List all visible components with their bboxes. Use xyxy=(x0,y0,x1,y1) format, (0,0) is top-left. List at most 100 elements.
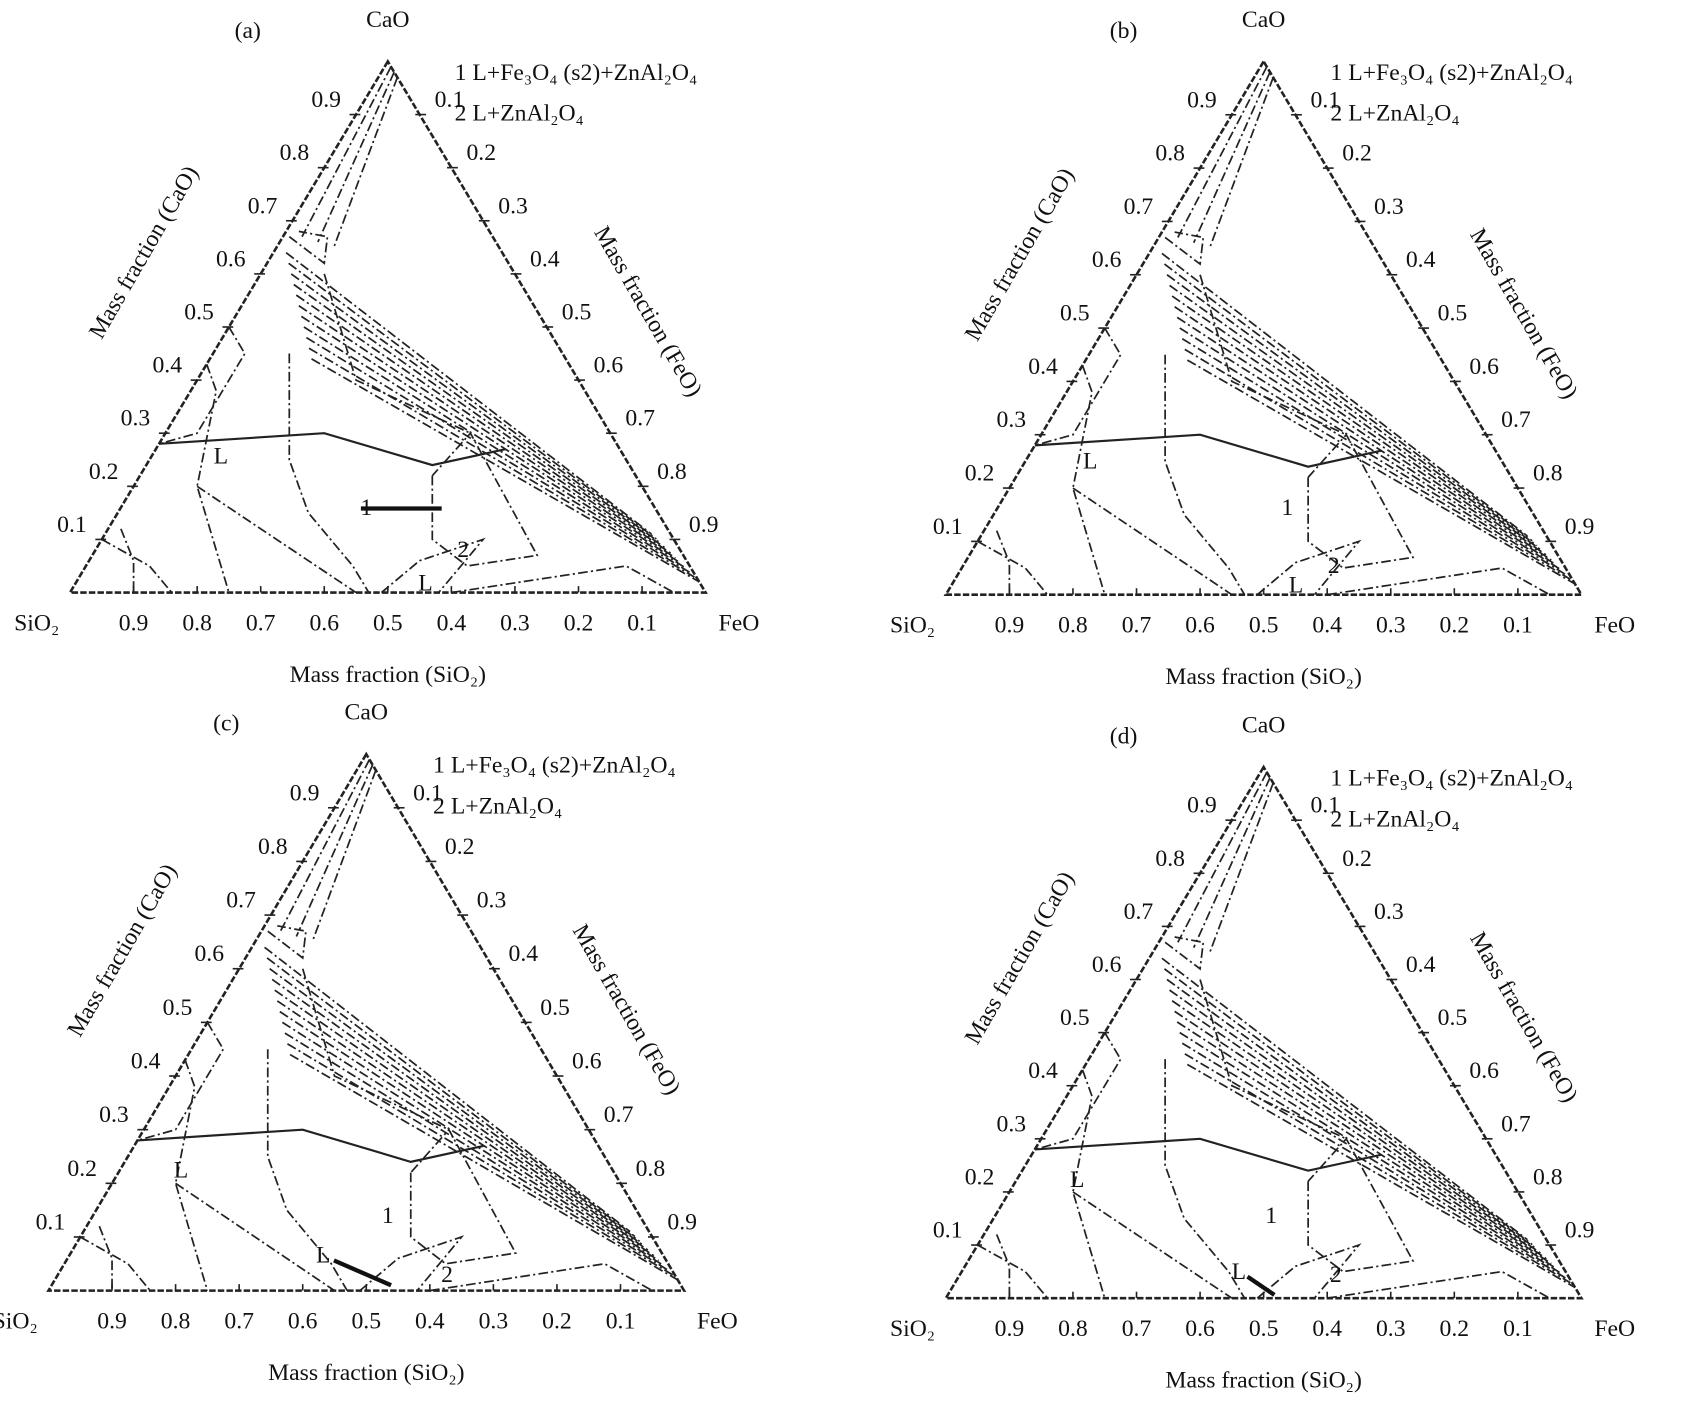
sio2-tick-label: 0.2 xyxy=(1440,1316,1470,1342)
feo-tick-label: 0.7 xyxy=(1501,407,1531,433)
phase-boundary xyxy=(1174,306,1552,561)
phase-boundary xyxy=(431,431,539,567)
feo-tick-label: 0.4 xyxy=(530,246,560,272)
phase-boundary xyxy=(303,326,686,569)
phase-boundary xyxy=(300,315,681,564)
legend-entry: 2 L+ZnAl₂O₄ xyxy=(1330,101,1459,127)
phase-boundary xyxy=(1034,327,1122,447)
feo-tick-label: 0.9 xyxy=(667,1209,697,1235)
cao-tick-label: 0.2 xyxy=(67,1156,97,1182)
feo-tick-label: 0.2 xyxy=(445,834,475,860)
phase-boundary xyxy=(1199,979,1347,1140)
phase-boundary xyxy=(451,565,675,594)
phase-boundary xyxy=(174,1059,209,1291)
phase-boundary xyxy=(1184,1053,1571,1284)
cao-tick-label: 0.7 xyxy=(1124,194,1154,220)
phase-boundary xyxy=(274,989,650,1252)
feo-tick-label: 0.4 xyxy=(1406,952,1436,978)
feo-tick-label: 0.3 xyxy=(1374,194,1404,220)
phase-boundary xyxy=(196,363,230,593)
sio2-tick-label: 0.6 xyxy=(1185,1316,1215,1342)
apex-label: SiO₂ xyxy=(890,612,935,638)
triangle-frame xyxy=(46,751,687,1292)
bottom-axis-title: Mass fraction (SiO₂) xyxy=(1165,664,1361,690)
feo-tick-label: 0.6 xyxy=(1469,1058,1499,1084)
cao-tick-label: 0.2 xyxy=(965,461,995,487)
phase-boundary xyxy=(1161,957,1528,1241)
arrow xyxy=(1246,1274,1276,1297)
bottom-axis-title: Mass fraction (SiO₂) xyxy=(290,662,486,688)
phase-boundary xyxy=(1166,274,1538,547)
cao-tick-label: 0.6 xyxy=(1092,952,1122,978)
phase-boundary xyxy=(1166,978,1538,1250)
apex-label: FeO xyxy=(697,1308,738,1334)
cao-tick-label: 0.9 xyxy=(1187,87,1217,113)
phase-boundary xyxy=(1164,1059,1246,1299)
phase-boundary xyxy=(1169,989,1543,1255)
phase-boundary xyxy=(288,353,370,593)
phase-boundary xyxy=(1072,1069,1106,1299)
phase-boundary xyxy=(380,537,486,594)
sio2-tick-label: 0.9 xyxy=(995,1316,1025,1342)
cao-tick-label: 0.4 xyxy=(152,353,182,379)
apex-label: CaO xyxy=(366,7,409,33)
phase-boundary xyxy=(1327,567,1551,596)
phase-boundary xyxy=(293,283,667,550)
cao-tick-label: 0.6 xyxy=(194,941,224,967)
phase-boundary xyxy=(1192,777,1271,948)
phase-boundary xyxy=(266,957,636,1238)
apex-label: SiO₂ xyxy=(0,1308,38,1334)
phase-boundary xyxy=(267,924,307,960)
region-label: L xyxy=(1232,1259,1246,1285)
bottom-axis-title: Mass fraction (SiO₂) xyxy=(268,1360,464,1386)
cao-tick-label: 0.2 xyxy=(89,459,119,485)
phase-boundary xyxy=(288,262,657,540)
phase-boundary xyxy=(1034,1032,1122,1151)
phase-boundary xyxy=(158,432,506,467)
phase-boundary xyxy=(1169,284,1543,552)
phase-boundary xyxy=(995,530,1011,595)
sio2-tick-label: 0.5 xyxy=(373,610,403,636)
region-label: L xyxy=(1070,1167,1084,1193)
sio2-tick-label: 0.6 xyxy=(1185,612,1215,638)
cao-tick-label: 0.1 xyxy=(933,1218,963,1244)
cao-tick-label: 0.3 xyxy=(996,1111,1026,1137)
sio2-tick-label: 0.4 xyxy=(1312,1316,1342,1342)
feo-tick-label: 0.6 xyxy=(594,353,624,379)
region-label: 1 xyxy=(382,1203,394,1229)
phase-boundary xyxy=(98,1225,113,1291)
phase-boundary xyxy=(288,230,329,265)
phase-boundary xyxy=(429,1262,653,1292)
region-label: L xyxy=(418,570,432,596)
feo-tick-label: 0.5 xyxy=(1438,301,1468,327)
sio2-tick-label: 0.5 xyxy=(1249,612,1279,638)
apex-label: SiO₂ xyxy=(14,610,59,636)
phase-boundary xyxy=(1176,316,1557,566)
phase-boundary xyxy=(359,1235,465,1292)
feo-tick-label: 0.5 xyxy=(562,300,592,326)
feo-tick-label: 0.1 xyxy=(1310,793,1340,819)
feo-tick-label: 0.4 xyxy=(1406,247,1436,273)
cao-tick-label: 0.8 xyxy=(280,140,310,166)
feo-tick-label: 0.8 xyxy=(657,459,687,485)
phase-boundary xyxy=(1072,365,1106,595)
phase-boundary xyxy=(281,1021,664,1267)
cao-tick-label: 0.7 xyxy=(248,193,278,219)
sio2-tick-label: 0.4 xyxy=(437,610,467,636)
cao-tick-label: 0.6 xyxy=(216,246,246,272)
phase-boundary xyxy=(1307,1137,1415,1273)
triangle-frame xyxy=(67,58,708,594)
cao-tick-label: 0.8 xyxy=(258,834,288,860)
cao-tick-label: 0.3 xyxy=(996,407,1026,433)
phase-boundary xyxy=(137,1128,485,1163)
feo-tick-label: 0.5 xyxy=(540,995,570,1021)
cao-tick-label: 0.8 xyxy=(1155,141,1185,167)
sio2-tick-label: 0.8 xyxy=(1058,1316,1088,1342)
region-label: 2 xyxy=(1330,1262,1342,1288)
sio2-tick-label: 0.7 xyxy=(1122,1316,1152,1342)
sio2-tick-label: 0.8 xyxy=(1058,612,1088,638)
apex-label: CaO xyxy=(1242,7,1285,33)
sio2-tick-label: 0.3 xyxy=(1376,612,1406,638)
cao-tick-label: 0.9 xyxy=(290,780,320,806)
